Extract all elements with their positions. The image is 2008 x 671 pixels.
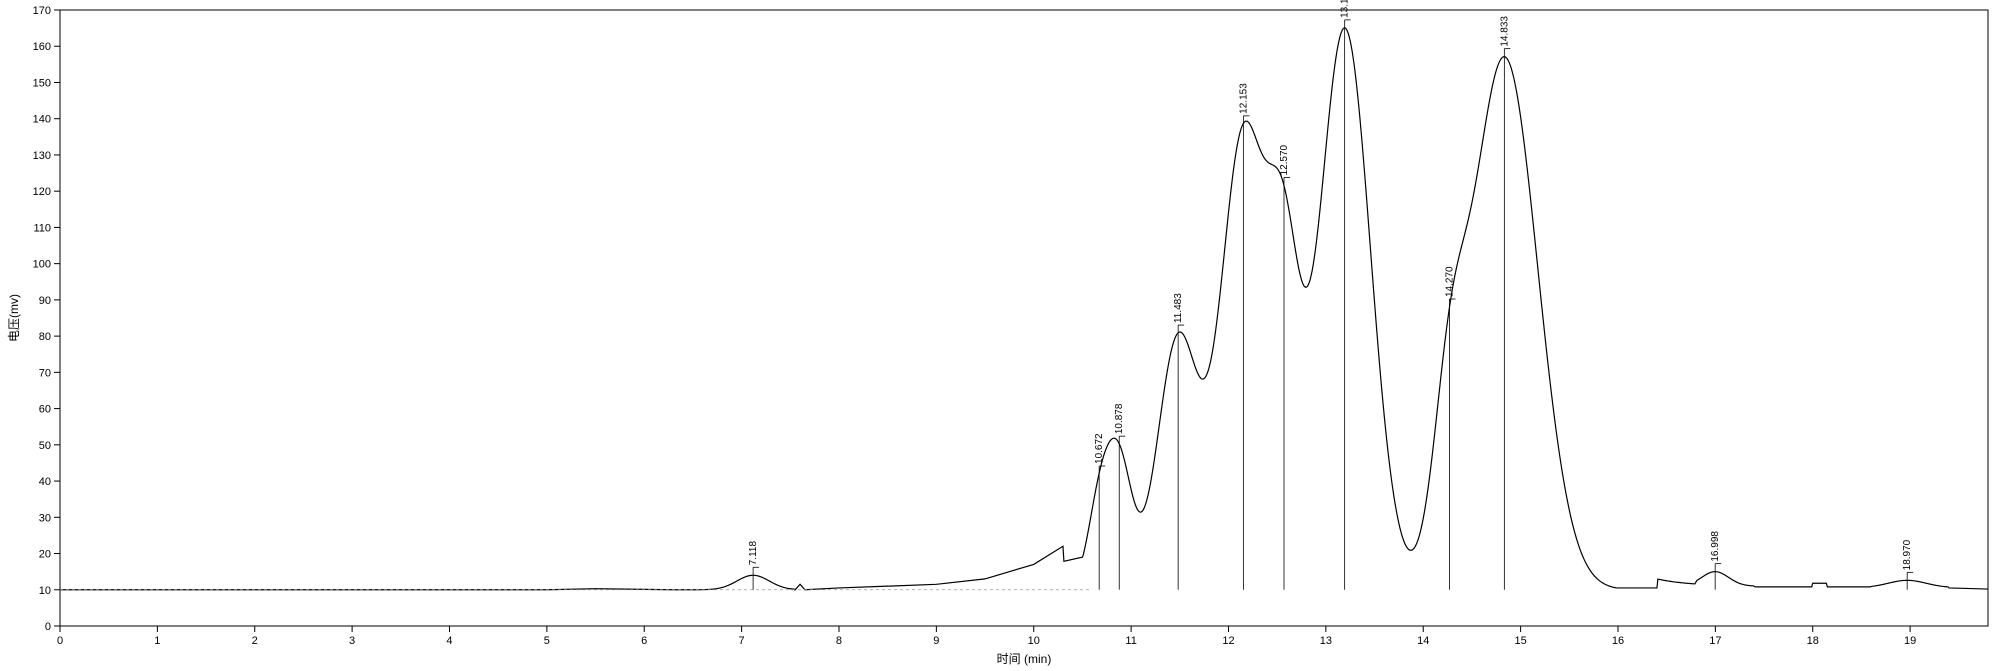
y-tick-label: 170 (33, 5, 51, 17)
peak-label: 12.153 (1238, 83, 1249, 114)
y-tick-label: 80 (39, 331, 51, 343)
chromatogram-chart: 0123456789101112131415161718190102030405… (0, 0, 2008, 671)
x-tick-label: 12 (1222, 635, 1234, 647)
peak-label: 7.118 (748, 541, 759, 566)
y-tick-label: 60 (39, 404, 51, 416)
y-axis-title: 电压(mv) (7, 294, 21, 342)
peak-label: 16.998 (1710, 531, 1721, 562)
y-tick-label: 40 (39, 476, 51, 488)
y-tick-label: 70 (39, 367, 51, 379)
peak-label: 14.833 (1499, 16, 1510, 47)
y-tick-label: 90 (39, 295, 51, 307)
peak-label: 10.672 (1094, 433, 1105, 464)
x-tick-label: 10 (1028, 635, 1040, 647)
y-tick-label: 10 (39, 585, 51, 597)
y-tick-label: 120 (33, 186, 51, 198)
x-tick-label: 7 (739, 635, 745, 647)
x-tick-label: 3 (349, 635, 355, 647)
y-tick-label: 130 (33, 150, 51, 162)
x-tick-label: 0 (57, 635, 63, 647)
chromatogram-curve (60, 28, 1988, 590)
peak-label: 13.193 (1340, 0, 1351, 18)
x-tick-label: 16 (1612, 635, 1624, 647)
x-tick-label: 14 (1417, 635, 1429, 647)
x-tick-label: 6 (641, 635, 647, 647)
x-tick-label: 11 (1125, 635, 1136, 647)
x-tick-label: 17 (1709, 635, 1721, 647)
y-tick-label: 0 (45, 621, 51, 633)
y-tick-label: 110 (33, 222, 51, 234)
y-tick-label: 140 (33, 114, 51, 126)
peak-label: 18.970 (1902, 539, 1913, 570)
y-tick-label: 160 (33, 41, 51, 53)
x-tick-label: 8 (836, 635, 842, 647)
x-tick-label: 18 (1807, 635, 1819, 647)
x-tick-label: 4 (446, 635, 452, 647)
y-tick-label: 50 (39, 440, 51, 452)
peak-label: 12.570 (1279, 144, 1290, 175)
chart-svg: 0123456789101112131415161718190102030405… (0, 0, 2008, 671)
y-tick-label: 100 (33, 259, 51, 271)
y-tick-label: 20 (39, 549, 51, 561)
y-tick-label: 150 (33, 77, 51, 89)
x-tick-label: 5 (544, 635, 550, 647)
peak-label: 14.270 (1445, 266, 1456, 297)
x-axis-title: 时间 (min) (997, 652, 1052, 666)
peak-label: 10.878 (1114, 403, 1125, 434)
y-tick-label: 30 (39, 512, 51, 524)
peak-label: 11.483 (1173, 293, 1184, 323)
x-tick-label: 15 (1514, 635, 1526, 647)
x-tick-label: 9 (933, 635, 939, 647)
x-tick-label: 2 (252, 635, 258, 647)
x-tick-label: 19 (1904, 635, 1916, 647)
x-tick-label: 1 (154, 635, 160, 647)
x-tick-label: 13 (1320, 635, 1332, 647)
